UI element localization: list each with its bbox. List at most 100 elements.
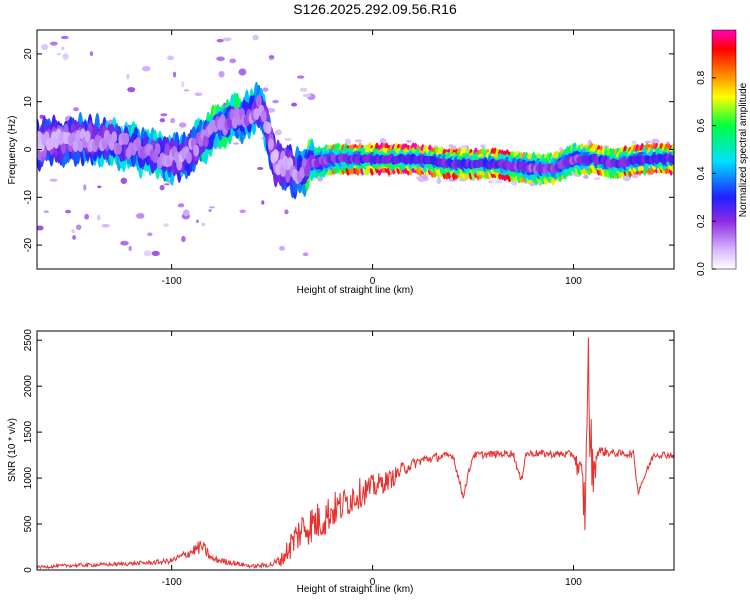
heatmap-x-tick-label: 0 [370, 276, 376, 287]
heatmap-ridge-cell [123, 132, 130, 145]
heatmap-ridge-cell [185, 151, 192, 164]
heatmap-speckle [41, 44, 49, 50]
heatmap-speckle [72, 235, 77, 240]
heatmap-speckle [222, 37, 232, 42]
heatmap-speckle [65, 209, 72, 214]
colorbar-gradient [711, 29, 737, 270]
heatmap-speckle [433, 144, 437, 148]
heatmap-ridge-cell [111, 131, 118, 144]
heatmap-y-axis: -20 -10 0 10 20 [23, 48, 674, 252]
heatmap-speckle [159, 184, 165, 191]
heatmap-y-axis-label: Frequency (Hz) [7, 116, 18, 185]
heatmap-speckle [229, 58, 237, 64]
heatmap-speckle [267, 107, 275, 113]
snr-line-marks [37, 337, 674, 570]
heatmap-speckle [583, 174, 589, 179]
heatmap-speckle [233, 26, 240, 30]
heatmap-speckle [178, 122, 187, 128]
snr-x-tick-label: 0 [370, 577, 376, 588]
snr-y-tick-label: 1500 [23, 421, 34, 444]
heatmap-speckle [128, 245, 132, 251]
heatmap-speckle [84, 213, 89, 220]
heatmap-speckle [143, 250, 152, 257]
heatmap-ridge-cell [219, 114, 226, 127]
heatmap-ridge-cell [154, 143, 161, 156]
colorbar-tick-label: 0.0 [696, 262, 707, 276]
heatmap-speckle [302, 93, 312, 98]
snr-y-tick-label: 500 [23, 515, 34, 532]
snr-y-tick-label: 2000 [23, 375, 34, 398]
heatmap-y-tick-label: 20 [23, 48, 34, 60]
heatmap-speckle [194, 92, 203, 96]
heatmap-y-tick-label: 0 [23, 146, 34, 152]
heatmap-y-tick-label: -10 [23, 190, 34, 205]
heatmap-speckle [422, 174, 428, 180]
heatmap-speckle [452, 145, 457, 151]
heatmap-speckle [181, 235, 186, 243]
heatmap-speckle [56, 52, 62, 56]
heatmap-speckle [163, 183, 170, 186]
heatmap-speckle [43, 210, 49, 213]
heatmap-speckle [127, 86, 136, 93]
snr-y-axis: 0 500 1000 1500 2000 2500 [23, 329, 674, 573]
heatmap-x-tick-label: 100 [565, 276, 582, 287]
heatmap-speckle [37, 225, 44, 231]
colorbar-label: Normalized spectral amplitude [738, 82, 749, 217]
heatmap-speckle [120, 240, 129, 246]
heatmap-speckle [126, 73, 130, 80]
snr-x-tick-label: 100 [565, 577, 582, 588]
heatmap-ridge-cell [202, 135, 209, 148]
heatmap-speckle [151, 250, 160, 257]
heatmap-speckle [272, 99, 279, 104]
snr-series-line [37, 337, 674, 570]
heatmap-speckle [218, 71, 225, 78]
heatmap-ridge-cell [279, 164, 286, 177]
heatmap-speckle [631, 140, 637, 145]
heatmap-speckle [291, 102, 298, 107]
heatmap-speckle [216, 56, 225, 62]
colorbar-ticks: 0.0 0.2 0.4 0.6 0.8 [696, 70, 716, 276]
heatmap-ridge-cell [72, 139, 79, 153]
heatmap-speckle [181, 81, 185, 88]
heatmap-speckle [71, 229, 75, 234]
heatmap-speckle [216, 38, 224, 43]
heatmap-speckle [170, 117, 176, 124]
heatmap-speckle [302, 252, 309, 257]
heatmap-ridge-cell [135, 136, 142, 149]
heatmap-speckle [120, 177, 128, 184]
colorbar: 0.0 0.2 0.4 0.6 0.8 Normalized spectral ampl… [696, 29, 749, 276]
heatmap-speckle [488, 180, 494, 184]
heatmap-y-tick-label: -20 [23, 237, 34, 252]
heatmap-speckle [183, 89, 190, 92]
colorbar-tick-label: 0.8 [696, 70, 707, 84]
heatmap-speckle [208, 209, 212, 212]
heatmap-ridge-cell [77, 140, 84, 153]
heatmap-speckle [167, 55, 174, 61]
snr-y-tick-label: 1000 [23, 467, 34, 490]
heatmap-ridge-cell [193, 144, 200, 157]
heatmap-ridge-cell [272, 149, 279, 162]
heatmap-speckle [262, 87, 269, 92]
heatmap-ridge-cell [74, 129, 81, 142]
heatmap-speckle [631, 173, 639, 179]
heatmap-speckle [136, 212, 145, 219]
snr-y-tick-label: 2500 [23, 329, 34, 352]
colorbar-tick-label: 0.6 [696, 118, 707, 132]
heatmap-ridge-cell [115, 142, 122, 155]
heatmap-speckle [60, 35, 69, 40]
heatmap-speckle [141, 65, 151, 72]
heatmap-speckle [593, 177, 601, 180]
heatmap-speckle [269, 58, 274, 61]
colorbar-tick-label: 0.4 [696, 166, 707, 180]
heatmap-speckle [73, 107, 79, 112]
heatmap-speckle [279, 245, 285, 251]
heatmap-speckle [354, 139, 363, 143]
snr-plot-area [37, 331, 674, 570]
heatmap-speckle [494, 179, 503, 184]
heatmap-speckle [177, 203, 185, 208]
snr-x-axis-label: Height of straight line (km) [297, 584, 414, 595]
heatmap-speckle [201, 222, 206, 227]
heatmap-ridge-cell [253, 107, 260, 120]
heatmap-speckle [163, 223, 170, 227]
